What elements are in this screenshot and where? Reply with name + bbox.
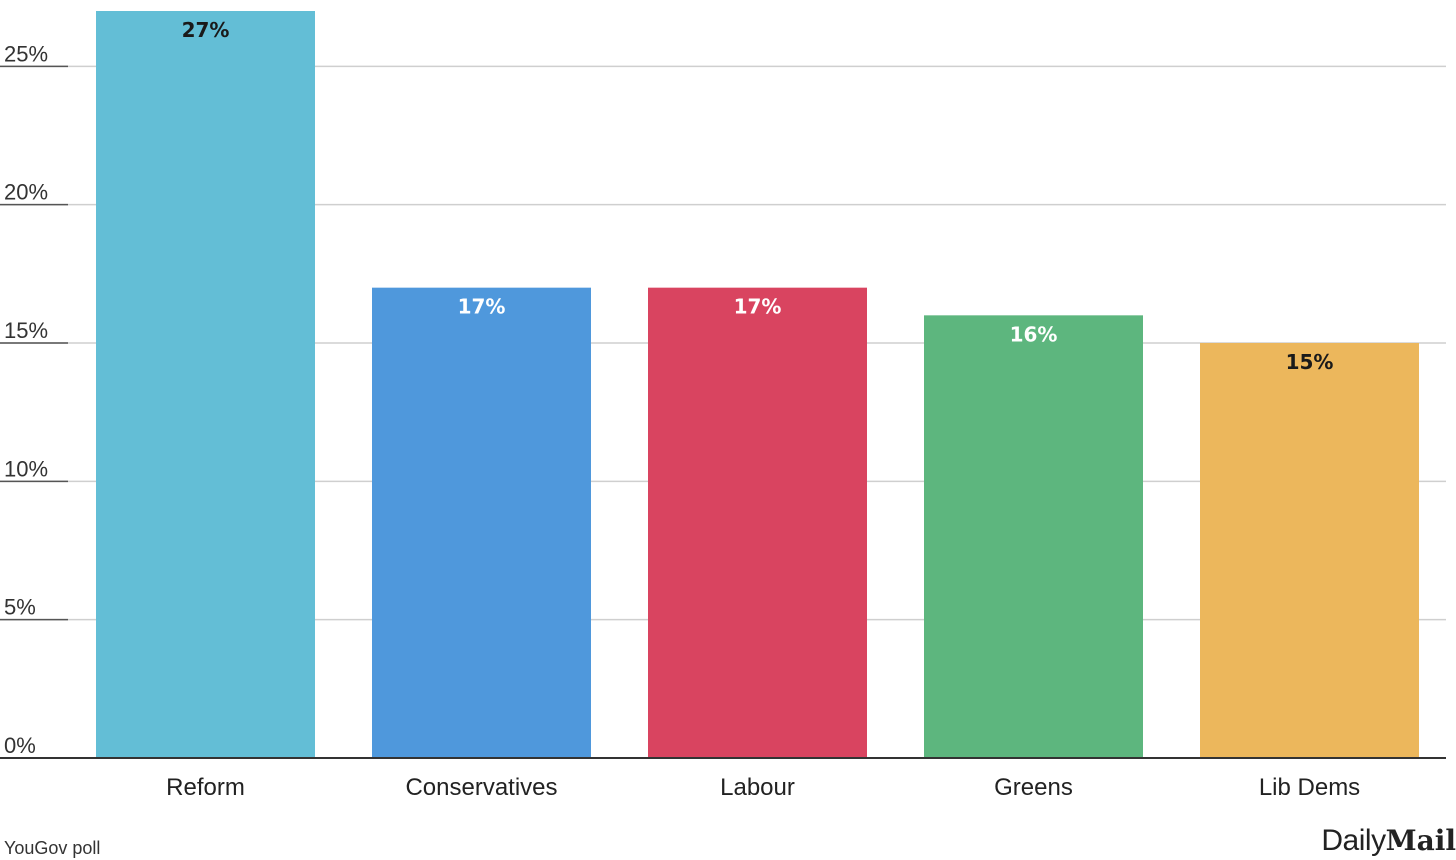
x-category-label: Lib Dems bbox=[1259, 774, 1360, 801]
x-category-label: Reform bbox=[166, 774, 245, 801]
y-tick-label: 25% bbox=[4, 41, 48, 66]
x-category-label: Labour bbox=[720, 774, 795, 801]
y-tick-label: 20% bbox=[4, 180, 48, 205]
x-axis-labels: Reform Conservatives Labour Greens Lib Dems bbox=[166, 774, 1360, 801]
source-note: YouGov poll bbox=[4, 838, 101, 858]
bar-greens bbox=[924, 315, 1143, 758]
x-category-label: Conservatives bbox=[405, 774, 557, 801]
y-tick-label: 5% bbox=[4, 595, 36, 620]
y-tick-label: 0% bbox=[4, 733, 36, 758]
data-label: 15% bbox=[1286, 350, 1334, 374]
bar-labour bbox=[648, 287, 867, 758]
data-label: 16% bbox=[1010, 322, 1058, 346]
brand-logo-part1: Daily bbox=[1321, 824, 1386, 857]
data-label: 17% bbox=[734, 295, 782, 319]
data-labels: 27% 17% 17% 16% 15% bbox=[182, 18, 1334, 374]
bar-conservatives bbox=[372, 287, 591, 758]
y-tick-label: 10% bbox=[4, 456, 48, 481]
bar-lib-dems bbox=[1200, 343, 1419, 758]
brand-logo-part2: Mail bbox=[1385, 824, 1456, 857]
data-label: 17% bbox=[458, 295, 506, 319]
y-tick-label: 15% bbox=[4, 318, 48, 343]
data-label: 27% bbox=[182, 18, 230, 42]
brand-logo: DailyMail bbox=[1321, 824, 1456, 858]
x-category-label: Greens bbox=[994, 774, 1073, 801]
bars bbox=[96, 11, 1419, 758]
y-axis-ticks: 0% 5% 10% 15% 20% 25% bbox=[0, 41, 68, 759]
bar-reform bbox=[96, 11, 315, 758]
